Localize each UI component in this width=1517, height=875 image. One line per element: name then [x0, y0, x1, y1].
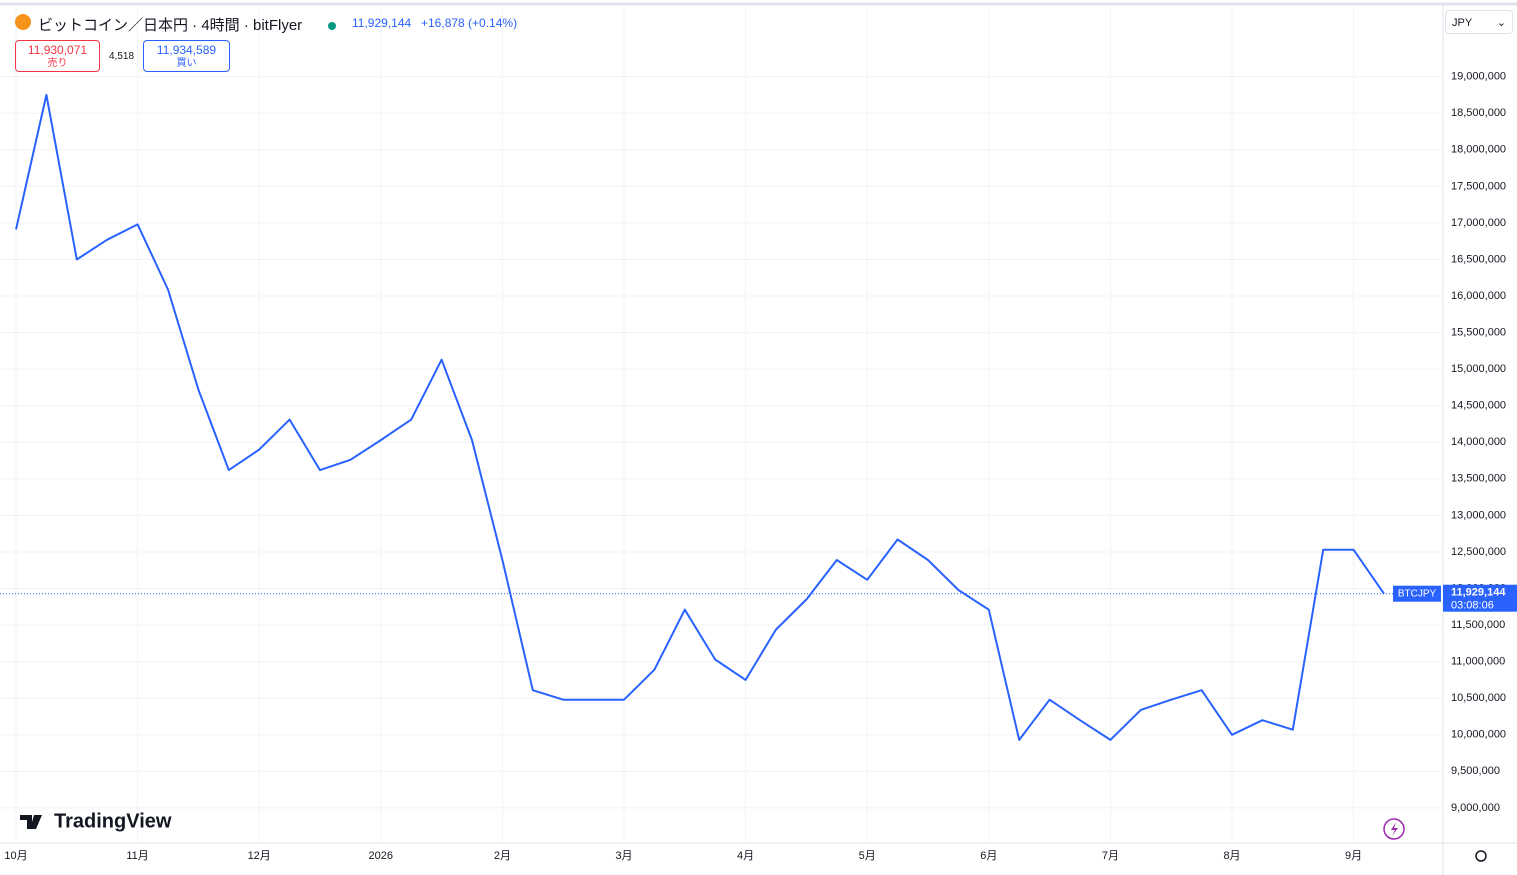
- sell-label: 売り: [47, 58, 68, 69]
- y-tick-label: 15,000,000: [1451, 363, 1506, 375]
- settings-icon[interactable]: [1475, 850, 1487, 862]
- x-tick-label: 3月: [615, 850, 632, 862]
- y-tick-label: 12,500,000: [1451, 546, 1506, 558]
- y-tick-label: 11,500,000: [1451, 619, 1505, 631]
- x-tick-label: 10月: [4, 850, 27, 862]
- currency: JPY: [1452, 17, 1473, 29]
- y-tick-label: 11,000,000: [1451, 656, 1505, 668]
- x-tick-label: 9月: [1345, 850, 1362, 862]
- y-tick-label: 19,000,000: [1451, 71, 1506, 83]
- y-tick-label: 17,500,000: [1451, 180, 1506, 192]
- price-tag: [1443, 584, 1517, 612]
- buy-price: 11,934,589: [156, 43, 217, 57]
- price-tag-value: 11,929,144: [1451, 587, 1506, 599]
- y-tick-label: 14,500,000: [1451, 400, 1506, 412]
- marks: [0, 93, 1443, 741]
- symbol-tag: [1393, 585, 1441, 602]
- x-tick-label: 2月: [494, 850, 511, 862]
- x-tick-label: 2026: [369, 850, 393, 862]
- y-tick-label: 14,000,000: [1451, 436, 1506, 448]
- spread: 4,518: [109, 51, 135, 62]
- bolt: [1391, 822, 1398, 836]
- x-tick-label: 6月: [980, 850, 997, 862]
- y-tick-label: 18,500,000: [1451, 107, 1506, 119]
- caret: ⌄: [1496, 17, 1506, 29]
- x-tick-label: 7月: [1102, 850, 1119, 862]
- logo-text: TradingView: [54, 810, 172, 832]
- price-line: [15, 93, 1385, 741]
- x-tick-label: 4月: [737, 850, 754, 862]
- x-tick-label: 11月: [126, 850, 148, 862]
- symbol-tag-text: BTCJPY: [1398, 588, 1437, 599]
- y-tick-label: 13,000,000: [1451, 509, 1506, 521]
- y-tick-label: 10,000,000: [1451, 729, 1506, 741]
- grid: [0, 5, 1443, 843]
- y-tick-label: 9,500,000: [1451, 765, 1500, 777]
- symbol-icon: [15, 14, 31, 33]
- header-change: +16,878 (+0.14%): [421, 16, 518, 30]
- currency-select[interactable]: JPY ⌄: [1445, 10, 1513, 34]
- replay-icon[interactable]: [1383, 818, 1405, 840]
- y-tick-label: 10,500,000: [1451, 692, 1506, 704]
- y-tick-label: 9,000,000: [1451, 802, 1500, 814]
- buy-label: 買い: [176, 58, 197, 69]
- y-tick-label: 17,000,000: [1451, 217, 1506, 229]
- x-tick-label: 12月: [248, 850, 271, 862]
- y-tick-label: 16,500,000: [1451, 253, 1506, 265]
- logo-icon: [20, 815, 42, 829]
- header-price: 11,929,144: [352, 16, 412, 30]
- buy-button[interactable]: 11,934,589 買い: [143, 40, 230, 72]
- title: ビットコイン／日本円 · 4時間 · bitFlyer: [38, 17, 303, 34]
- x-tick-label: 5月: [859, 850, 876, 862]
- y-tick-label: 18,000,000: [1451, 144, 1506, 156]
- y-tick-label: 15,500,000: [1451, 327, 1506, 339]
- x-tick-label: 8月: [1223, 850, 1240, 862]
- status-dot: [328, 17, 336, 33]
- y-tick-label: 13,500,000: [1451, 473, 1506, 485]
- sell-price: 11,930,071: [27, 43, 88, 57]
- sell-button[interactable]: 11,930,071 売り: [15, 40, 100, 72]
- y-tick-label: 16,000,000: [1451, 290, 1506, 302]
- price-tag-countdown: 03:08:06: [1451, 600, 1494, 612]
